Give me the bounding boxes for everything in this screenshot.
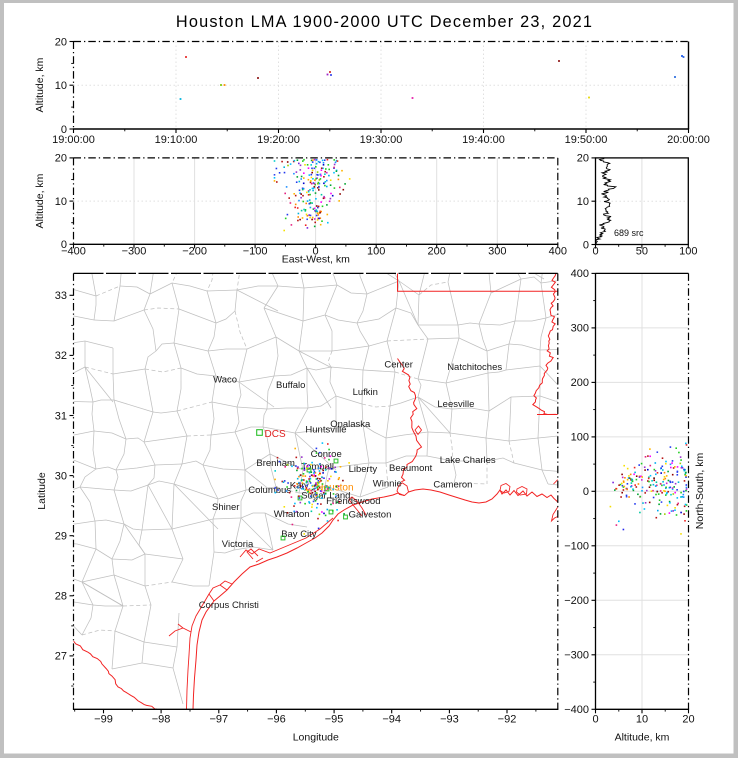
svg-text:0: 0 — [313, 246, 319, 258]
svg-text:East-West, km: East-West, km — [282, 254, 350, 266]
svg-text:−400: −400 — [564, 704, 589, 716]
svg-text:−100: −100 — [243, 246, 268, 258]
svg-text:689 src: 689 src — [614, 228, 644, 238]
svg-text:20:00:00: 20:00:00 — [667, 134, 710, 146]
svg-text:10: 10 — [577, 196, 589, 208]
svg-text:−300: −300 — [122, 246, 147, 258]
svg-text:Conroe: Conroe — [311, 449, 342, 460]
svg-text:Katy: Katy — [290, 480, 309, 491]
svg-text:10: 10 — [636, 714, 648, 726]
svg-text:Bay City: Bay City — [281, 529, 317, 540]
svg-text:200: 200 — [571, 377, 589, 389]
svg-text:Latitude: Latitude — [36, 472, 48, 510]
svg-text:32: 32 — [55, 350, 67, 362]
svg-text:−95: −95 — [325, 714, 344, 726]
svg-text:0: 0 — [583, 239, 589, 251]
svg-text:33: 33 — [55, 290, 67, 302]
svg-text:0: 0 — [592, 714, 598, 726]
svg-text:400: 400 — [571, 268, 589, 280]
svg-text:19:10:00: 19:10:00 — [155, 134, 198, 146]
svg-text:Houston LMA 1900-2000 UTC Dece: Houston LMA 1900-2000 UTC December 23, 2… — [176, 13, 593, 31]
svg-text:200: 200 — [428, 246, 446, 258]
svg-text:Lake Charles: Lake Charles — [440, 455, 496, 466]
svg-text:19:00:00: 19:00:00 — [52, 134, 95, 146]
svg-text:Huntsville: Huntsville — [305, 424, 346, 435]
svg-text:27: 27 — [55, 651, 67, 663]
svg-text:Center: Center — [384, 360, 413, 371]
svg-text:Friendswood: Friendswood — [326, 496, 380, 507]
svg-text:Galveston: Galveston — [349, 510, 392, 521]
svg-text:Columbus: Columbus — [248, 485, 291, 496]
svg-text:−400: −400 — [61, 246, 86, 258]
svg-text:Buffalo: Buffalo — [276, 380, 305, 391]
svg-text:300: 300 — [571, 323, 589, 335]
svg-text:Shiner: Shiner — [212, 502, 239, 513]
svg-text:DCS: DCS — [265, 429, 286, 440]
svg-text:400: 400 — [549, 246, 567, 258]
svg-text:North-South, km: North-South, km — [694, 453, 706, 530]
svg-text:50: 50 — [636, 246, 648, 258]
svg-text:Leesville: Leesville — [437, 399, 474, 410]
svg-text:−200: −200 — [182, 246, 207, 258]
svg-text:−98: −98 — [152, 714, 171, 726]
svg-text:Lufkin: Lufkin — [353, 387, 378, 398]
svg-text:100: 100 — [679, 246, 697, 258]
svg-text:−92: −92 — [498, 714, 517, 726]
svg-text:Wharton: Wharton — [274, 509, 310, 520]
svg-text:30: 30 — [55, 470, 67, 482]
svg-text:Natchitoches: Natchitoches — [447, 362, 502, 373]
svg-text:Houston: Houston — [316, 483, 353, 494]
svg-text:19:30:00: 19:30:00 — [360, 134, 403, 146]
svg-text:Altitude, km: Altitude, km — [34, 57, 46, 112]
svg-text:300: 300 — [488, 246, 506, 258]
svg-text:0: 0 — [592, 246, 598, 258]
svg-text:−200: −200 — [564, 595, 589, 607]
svg-text:Beaumont: Beaumont — [389, 463, 433, 474]
svg-text:10: 10 — [55, 80, 67, 92]
svg-text:Onalaska: Onalaska — [330, 419, 371, 430]
svg-text:−94: −94 — [382, 714, 401, 726]
svg-text:100: 100 — [367, 246, 385, 258]
svg-text:19:50:00: 19:50:00 — [565, 134, 608, 146]
svg-text:Brenham: Brenham — [256, 458, 295, 469]
svg-text:29: 29 — [55, 531, 67, 543]
svg-text:Altitude, km: Altitude, km — [34, 173, 46, 228]
svg-text:Victoria: Victoria — [222, 539, 254, 550]
svg-text:Sugar Land: Sugar Land — [301, 491, 350, 502]
svg-text:19:40:00: 19:40:00 — [462, 134, 505, 146]
svg-text:−99: −99 — [94, 714, 113, 726]
svg-text:28: 28 — [55, 591, 67, 603]
svg-text:Longitude: Longitude — [293, 732, 339, 744]
svg-text:Liberty: Liberty — [349, 464, 378, 475]
svg-text:20: 20 — [577, 153, 589, 165]
svg-text:31: 31 — [55, 410, 67, 422]
svg-text:−300: −300 — [564, 650, 589, 662]
svg-text:0: 0 — [61, 239, 67, 251]
svg-text:19:20:00: 19:20:00 — [257, 134, 300, 146]
svg-text:−100: −100 — [564, 541, 589, 553]
svg-text:Altitude, km: Altitude, km — [615, 732, 670, 744]
svg-text:10: 10 — [55, 196, 67, 208]
svg-text:−96: −96 — [267, 714, 286, 726]
svg-text:−97: −97 — [209, 714, 228, 726]
svg-text:Winnie: Winnie — [373, 479, 402, 490]
svg-text:20: 20 — [682, 714, 694, 726]
svg-text:0: 0 — [61, 124, 67, 136]
svg-text:20: 20 — [55, 36, 67, 48]
svg-text:Cameron: Cameron — [433, 480, 472, 491]
svg-text:20: 20 — [55, 153, 67, 165]
svg-text:0: 0 — [583, 486, 589, 498]
svg-text:Tomball: Tomball — [301, 462, 334, 473]
svg-text:−93: −93 — [440, 714, 459, 726]
svg-text:Waco: Waco — [213, 375, 237, 386]
svg-text:100: 100 — [571, 432, 589, 444]
svg-text:Corpus Christi: Corpus Christi — [199, 600, 259, 611]
